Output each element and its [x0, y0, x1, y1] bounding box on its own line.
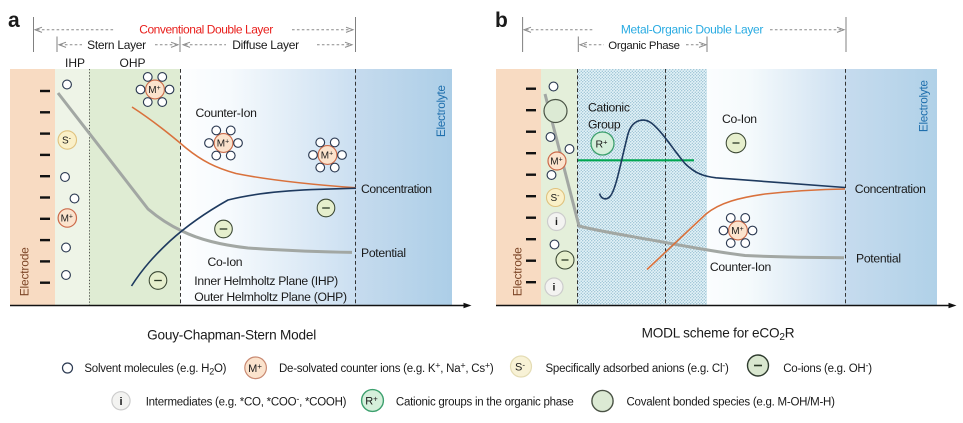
- svg-text:M+: M+: [148, 85, 160, 96]
- svg-text:Potential: Potential: [361, 246, 406, 260]
- svg-text:OHP: OHP: [119, 56, 145, 70]
- svg-text:Counter-Ion: Counter-Ion: [196, 106, 257, 120]
- svg-text:S-: S-: [515, 361, 525, 374]
- svg-text:Concentration: Concentration: [855, 182, 926, 196]
- svg-text:S-: S-: [550, 193, 560, 204]
- svg-text:i: i: [553, 282, 556, 294]
- svg-text:Cationic groups in the organic: Cationic groups in the organic phase: [396, 397, 574, 409]
- svg-text:M+: M+: [61, 214, 73, 225]
- svg-text:Conventional Double Layer: Conventional Double Layer: [139, 22, 273, 36]
- svg-text:Electrolyte: Electrolyte: [434, 85, 448, 138]
- svg-text:Co-Ion: Co-Ion: [722, 112, 757, 126]
- svg-text:i: i: [555, 216, 558, 228]
- svg-text:S-: S-: [62, 136, 72, 147]
- svg-text:Organic Phase: Organic Phase: [608, 40, 679, 52]
- svg-text:Gouy-Chapman-Stern Model: Gouy-Chapman-Stern Model: [147, 328, 316, 343]
- svg-text:Co-ions (e.g. OH-): Co-ions (e.g. OH-): [783, 361, 872, 376]
- svg-text:Potential: Potential: [856, 251, 901, 265]
- svg-text:b: b: [495, 9, 508, 32]
- svg-text:Specifically adsorbed anions (: Specifically adsorbed anions (e.g. Cl-): [546, 361, 730, 376]
- svg-text:MODL scheme for eCO2R: MODL scheme for eCO2R: [642, 325, 795, 343]
- svg-text:i: i: [119, 396, 122, 408]
- svg-text:Concentration: Concentration: [361, 182, 432, 196]
- svg-text:De-solvated counter ions (e.g.: De-solvated counter ions (e.g. K+, Na+, …: [279, 361, 494, 376]
- svg-text:Outer Helmholtz Plane (OHP): Outer Helmholtz Plane (OHP): [194, 290, 347, 304]
- svg-text:Counter-Ion: Counter-Ion: [710, 260, 771, 274]
- svg-text:Group: Group: [588, 117, 621, 131]
- svg-text:M+: M+: [550, 157, 562, 168]
- svg-text:Diffuse Layer: Diffuse Layer: [232, 38, 299, 52]
- svg-text:Cationic: Cationic: [588, 100, 630, 114]
- svg-text:Inner Helmholtz Plane (IHP): Inner Helmholtz Plane (IHP): [194, 274, 338, 288]
- svg-text:a: a: [8, 9, 20, 32]
- svg-text:Metal-Organic Double Layer: Metal-Organic Double Layer: [621, 22, 764, 36]
- svg-text:Solvent molecules (e.g. H2O): Solvent molecules (e.g. H2O): [84, 363, 226, 377]
- svg-text:Covalent bonded species (e.g.: Covalent bonded species (e.g. M-OH/M-H): [627, 397, 836, 409]
- svg-text:Co-Ion: Co-Ion: [208, 255, 243, 269]
- svg-text:IHP: IHP: [65, 56, 85, 70]
- svg-text:Electrode: Electrode: [17, 247, 31, 296]
- svg-text:Intermediates (e.g. *CO, *COO-: Intermediates (e.g. *CO, *COO-, *COOH): [146, 394, 347, 409]
- svg-text:Stern Layer: Stern Layer: [87, 38, 146, 52]
- svg-text:Electrolyte: Electrolyte: [917, 80, 931, 133]
- svg-text:Electrode: Electrode: [511, 247, 525, 296]
